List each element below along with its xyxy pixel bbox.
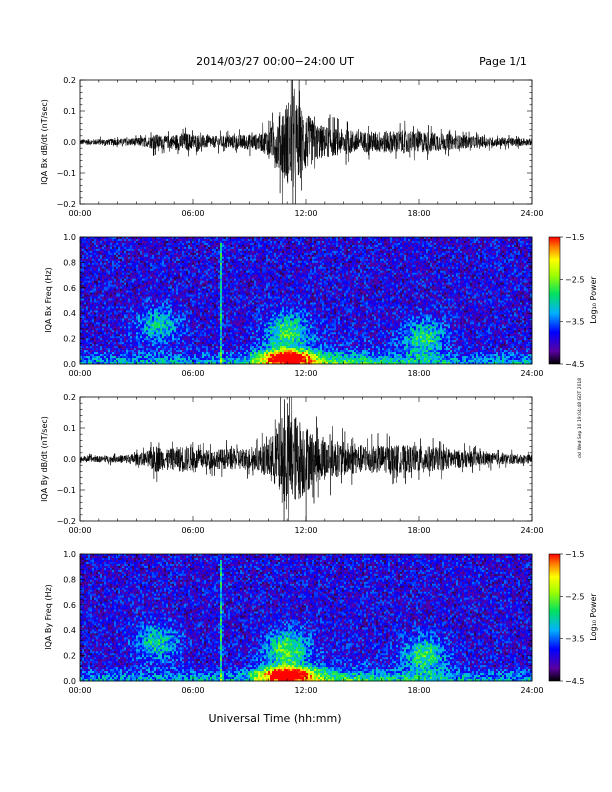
colorbar-tick-label: −3.5 xyxy=(565,635,584,644)
y-tick-label: 0.2 xyxy=(63,393,76,402)
x-tick-label: 24:00 xyxy=(520,526,543,535)
x-tick-label: 06:00 xyxy=(181,209,204,218)
x-tick-label: 12:00 xyxy=(294,526,317,535)
x-tick-label: 12:00 xyxy=(294,369,317,378)
panel-by-spectrogram: 1.0 0.8 0.6 0.4 0.2 0.0 IQA By Freq (Hz) 00:0… xyxy=(44,550,598,695)
x-tick-label: 12:00 xyxy=(294,686,317,695)
figure: 2014/03/27 00:00−24:00 UT Page 1/1 0.2 0.… xyxy=(0,0,612,792)
x-axis-label: Universal Time (hh:mm) xyxy=(209,712,342,725)
y-tick-label: 0.6 xyxy=(63,601,76,610)
y-tick-label: 0.1 xyxy=(63,107,76,116)
side-stamp: ckl Wed Sep 10 19:04:48 GDT 2018 xyxy=(577,378,583,458)
y-tick-label: 0.0 xyxy=(63,677,76,686)
y-tick-label: 0.8 xyxy=(63,258,76,267)
colorbar-tick-label: −4.5 xyxy=(565,677,584,686)
x-tick-label: 00:00 xyxy=(68,686,91,695)
y-axis-label: IQA By Freq (Hz) xyxy=(44,584,53,650)
y-axis-label: IQA Bx dB/dt (nT/sec) xyxy=(40,99,49,185)
y-tick-label: 1.0 xyxy=(63,550,76,559)
heatmap-cells xyxy=(80,237,532,364)
page-indicator: Page 1/1 xyxy=(479,55,527,68)
y-tick-label: 0.2 xyxy=(63,76,76,85)
x-tick-label: 24:00 xyxy=(520,369,543,378)
colorbar-tick-label: −2.5 xyxy=(565,592,584,601)
y-axis-label: IQA Bx Freq (Hz) xyxy=(44,267,53,333)
figure-title: 2014/03/27 00:00−24:00 UT xyxy=(196,55,354,68)
y-tick-label: 0.1 xyxy=(63,424,76,433)
colorbar-tick-label: −4.5 xyxy=(565,360,584,369)
x-tick-label: 00:00 xyxy=(68,369,91,378)
y-tick-label: 0.0 xyxy=(63,360,76,369)
colorbar-gradient xyxy=(549,237,560,364)
y-tick-label: 0.2 xyxy=(63,335,76,344)
colorbar: −1.5 −2.5 −3.5 −4.5 Log₁₀ Power xyxy=(549,233,598,369)
y-tick-label: 0.4 xyxy=(63,309,76,318)
y-tick-label: 0.0 xyxy=(63,138,76,147)
colorbar: −1.5 −2.5 −3.5 −4.5 Log₁₀ Power xyxy=(549,550,598,686)
colorbar-label: Log₁₀ Power xyxy=(589,593,598,641)
x-tick-label: 06:00 xyxy=(181,686,204,695)
x-tick-label: 18:00 xyxy=(407,686,430,695)
x-tick-label: 12:00 xyxy=(294,209,317,218)
y-tick-label: 0.8 xyxy=(63,575,76,584)
heatmap-cells xyxy=(80,554,532,681)
x-tick-label: 06:00 xyxy=(181,526,204,535)
y-tick-label: 0.2 xyxy=(63,652,76,661)
x-tick-label: 24:00 xyxy=(520,209,543,218)
series-trace xyxy=(80,80,532,204)
colorbar-label: Log₁₀ Power xyxy=(589,276,598,324)
y-tick-label: −0.1 xyxy=(57,486,76,495)
x-tick-label: 06:00 xyxy=(181,369,204,378)
x-tick-label: 18:00 xyxy=(407,369,430,378)
x-tick-label: 24:00 xyxy=(520,686,543,695)
colorbar-tick-label: −1.5 xyxy=(565,233,584,242)
colorbar-gradient xyxy=(549,554,560,681)
colorbar-tick-label: −2.5 xyxy=(565,275,584,284)
x-tick-label: 18:00 xyxy=(407,526,430,535)
y-axis-label: IQA By dB/dt (nT/sec) xyxy=(40,416,49,502)
panel-bx-spectrogram: 1.0 0.8 0.6 0.4 0.2 0.0 IQA Bx Freq (Hz) 00:0… xyxy=(44,233,598,378)
x-tick-label: 18:00 xyxy=(407,209,430,218)
y-tick-label: −0.1 xyxy=(57,169,76,178)
y-tick-label: 0.6 xyxy=(63,284,76,293)
colorbar-tick-label: −3.5 xyxy=(565,318,584,327)
panel-by-dbdt: 0.20.10.0−0.1−0.2 IQA By dB/dt (nT/sec) … xyxy=(40,393,544,535)
y-tick-label: −0.2 xyxy=(57,517,76,526)
colorbar-tick-label: −1.5 xyxy=(565,550,584,559)
panel-bx-dbdt: 0.20.10.0−0.1−0.2 IQA Bx dB/dt (nT/sec) … xyxy=(40,76,544,218)
y-tick-label: 1.0 xyxy=(63,233,76,242)
y-tick-label: −0.2 xyxy=(57,200,76,209)
x-tick-label: 00:00 xyxy=(68,526,91,535)
y-tick-label: 0.4 xyxy=(63,626,76,635)
series-trace xyxy=(80,397,532,521)
x-tick-label: 00:00 xyxy=(68,209,91,218)
y-tick-label: 0.0 xyxy=(63,455,76,464)
